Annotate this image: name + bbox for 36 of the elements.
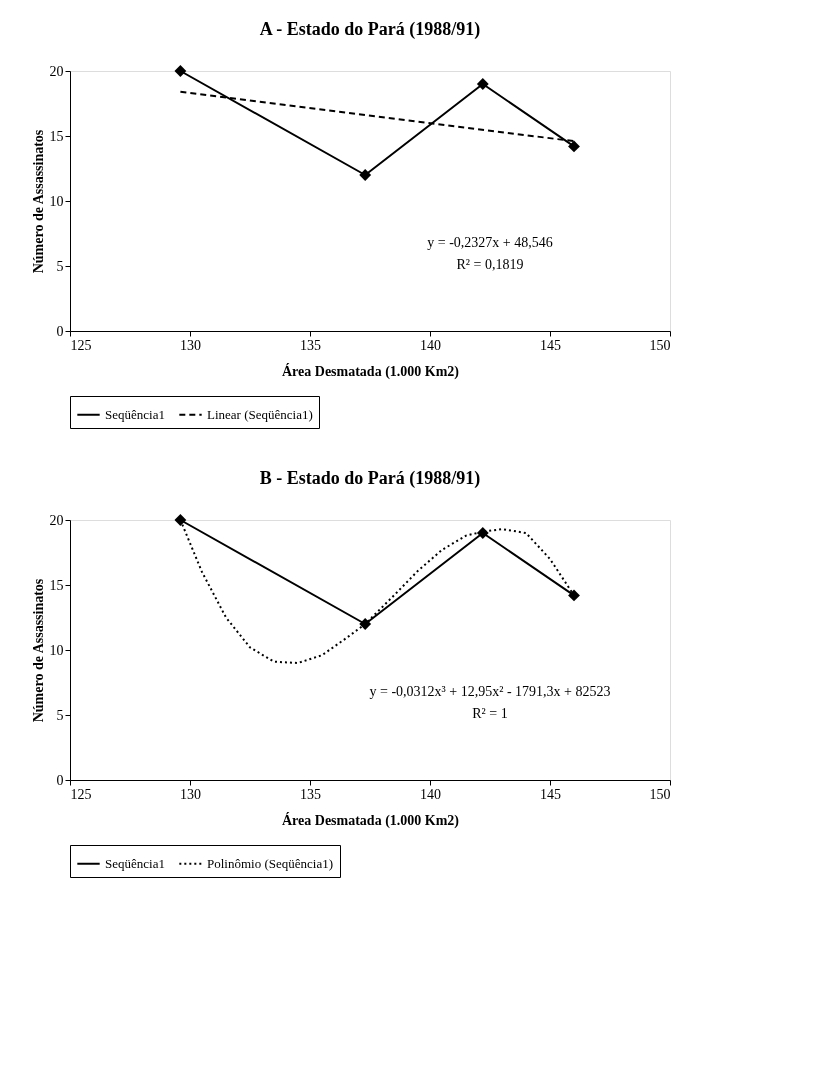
y-tick-label: 0 bbox=[56, 772, 64, 788]
x-tick-label: 150 bbox=[649, 337, 671, 353]
annotation: y = -0,0312x³ + 12,95x² - 1791,3x + 82523 bbox=[369, 683, 611, 699]
x-tick-label: 130 bbox=[180, 337, 201, 353]
y-tick-label: 5 bbox=[56, 707, 64, 723]
y-tick-label: 15 bbox=[49, 128, 64, 144]
x-tick-label: 150 bbox=[649, 786, 671, 802]
annotation: y = -0,2327x + 48,546 bbox=[427, 234, 553, 250]
annotation: R² = 0,1819 bbox=[456, 256, 524, 272]
chart-title: B - Estado do Pará (1988/91) bbox=[259, 468, 481, 489]
x-tick-label: 140 bbox=[420, 337, 441, 353]
legend-label: Linear (Seqüência1) bbox=[207, 406, 313, 422]
x-tick-label: 135 bbox=[300, 786, 321, 802]
x-axis-title: Área Desmatada (1.000 Km2) bbox=[281, 362, 460, 380]
y-tick-label: 15 bbox=[49, 577, 64, 593]
x-tick-label: 125 bbox=[70, 786, 92, 802]
x-axis-title: Área Desmatada (1.000 Km2) bbox=[281, 811, 460, 829]
x-tick-label: 130 bbox=[180, 786, 201, 802]
y-tick-label: 10 bbox=[49, 642, 64, 658]
legend-label: Seqüência1 bbox=[105, 406, 165, 422]
x-tick-label: 145 bbox=[540, 337, 561, 353]
x-tick-label: 135 bbox=[300, 337, 321, 353]
y-axis-title: Número de Assassinatos bbox=[30, 129, 46, 274]
legend-label: Seqüência1 bbox=[105, 855, 165, 871]
x-tick-label: 140 bbox=[420, 786, 441, 802]
y-tick-label: 20 bbox=[49, 63, 64, 79]
y-tick-label: 5 bbox=[56, 258, 64, 274]
y-axis-title: Número de Assassinatos bbox=[30, 578, 46, 723]
y-tick-label: 10 bbox=[49, 193, 64, 209]
x-tick-label: 125 bbox=[70, 337, 92, 353]
legend-label: Polinômio (Seqüência1) bbox=[207, 855, 334, 871]
y-tick-label: 0 bbox=[56, 323, 64, 339]
y-tick-label: 20 bbox=[49, 512, 64, 528]
chart-title: A - Estado do Pará (1988/91) bbox=[259, 19, 481, 40]
annotation: R² = 1 bbox=[472, 705, 508, 721]
x-tick-label: 145 bbox=[540, 786, 561, 802]
